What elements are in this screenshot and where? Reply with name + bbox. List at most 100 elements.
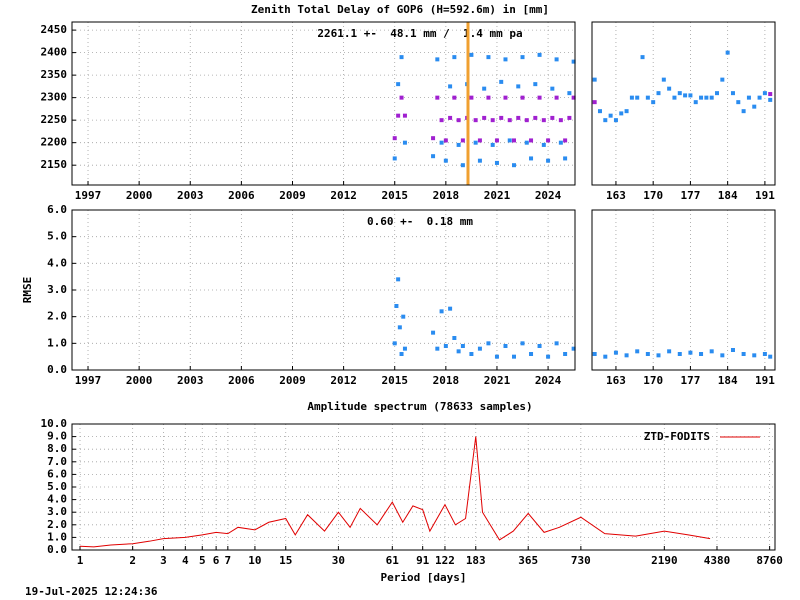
point: [524, 118, 529, 123]
point: [736, 100, 741, 105]
point: [554, 57, 559, 62]
point: [762, 91, 767, 96]
point: [762, 352, 767, 356]
point: [452, 336, 457, 340]
point: [469, 95, 474, 100]
point: [541, 142, 546, 147]
y-tick-label: 1.0: [47, 336, 67, 349]
point: [520, 55, 525, 60]
point: [452, 55, 457, 60]
point: [608, 113, 613, 118]
x-tick-label: 183: [466, 554, 486, 567]
x-tick-label: 2024: [535, 374, 562, 387]
x-tick-label: 177: [680, 189, 700, 202]
x-tick-label: 2006: [228, 189, 255, 202]
point: [715, 91, 720, 96]
y-tick-label: 6.0: [47, 203, 67, 216]
y-tick-label: 0.0: [47, 543, 67, 556]
point: [399, 352, 404, 356]
point: [490, 142, 495, 147]
point: [402, 140, 407, 145]
point: [613, 350, 618, 355]
point: [524, 140, 529, 145]
point: [439, 140, 444, 145]
point: [651, 100, 656, 105]
point: [546, 354, 551, 359]
point: [477, 158, 482, 163]
x-tick-label: 6: [213, 554, 220, 567]
point: [667, 349, 672, 354]
x-tick-label: 2009: [279, 189, 306, 202]
y-tick-label: 5.0: [47, 230, 67, 243]
point: [460, 138, 465, 143]
point: [507, 118, 512, 123]
point: [520, 95, 525, 100]
x-tick-label: 10: [248, 554, 261, 567]
point: [503, 57, 508, 62]
point: [635, 95, 640, 100]
point: [392, 341, 397, 346]
point: [741, 109, 746, 114]
point: [529, 352, 534, 356]
point: [537, 95, 542, 100]
x-tick-label: 2012: [330, 189, 357, 202]
point: [402, 113, 407, 118]
point: [563, 138, 568, 143]
x-tick-label: 1997: [75, 374, 102, 387]
point: [529, 138, 534, 143]
y-tick-label: 2200: [41, 136, 68, 149]
point: [709, 95, 714, 100]
x-tick-label: 61: [386, 554, 400, 567]
legend-label: ZTD-FODITS: [644, 430, 710, 443]
point: [567, 115, 572, 120]
point: [439, 118, 444, 123]
point: [460, 163, 465, 168]
point: [725, 50, 730, 55]
plot-frame: [71, 209, 576, 371]
y-tick-label: 4.0: [47, 256, 67, 269]
point: [511, 163, 516, 168]
point: [469, 352, 474, 356]
point: [448, 306, 453, 311]
y-tick-label: 7.0: [47, 455, 67, 468]
x-tick-label: 177: [680, 374, 700, 387]
point: [656, 353, 661, 358]
point: [443, 158, 448, 163]
point: [629, 95, 634, 100]
x-tick-label: 170: [643, 374, 663, 387]
annotation: 2261.1 +- 48.1 mm / 1.4 mm pa: [317, 27, 522, 40]
point: [563, 156, 568, 161]
x-tick-label: 1997: [75, 189, 102, 202]
x-axis-label: Period [days]: [380, 571, 466, 584]
y-tick-label: 8.0: [47, 442, 67, 455]
point: [529, 156, 534, 161]
point: [448, 115, 453, 120]
y-tick-label: 5.0: [47, 480, 67, 493]
point: [399, 55, 404, 60]
point: [435, 346, 440, 351]
point: [456, 349, 461, 354]
y-tick-label: 0.0: [47, 363, 67, 376]
point: [752, 104, 757, 109]
y-tick-label: 9.0: [47, 430, 67, 443]
point: [550, 86, 555, 91]
point: [592, 100, 597, 105]
point: [768, 354, 773, 359]
point: [392, 136, 397, 141]
x-tick-label: 2021: [484, 374, 511, 387]
point: [571, 59, 576, 64]
y-tick-label: 1.0: [47, 530, 67, 543]
point: [752, 353, 757, 358]
point: [550, 115, 555, 120]
point: [677, 352, 682, 356]
point: [533, 115, 538, 120]
point: [477, 138, 482, 143]
point: [592, 352, 597, 356]
point: [546, 138, 551, 143]
point: [537, 52, 542, 57]
x-tick-label: 2000: [126, 374, 153, 387]
y-tick-label: 2350: [41, 68, 68, 81]
x-tick-label: 1: [77, 554, 84, 567]
point: [592, 77, 597, 82]
point: [768, 92, 773, 97]
